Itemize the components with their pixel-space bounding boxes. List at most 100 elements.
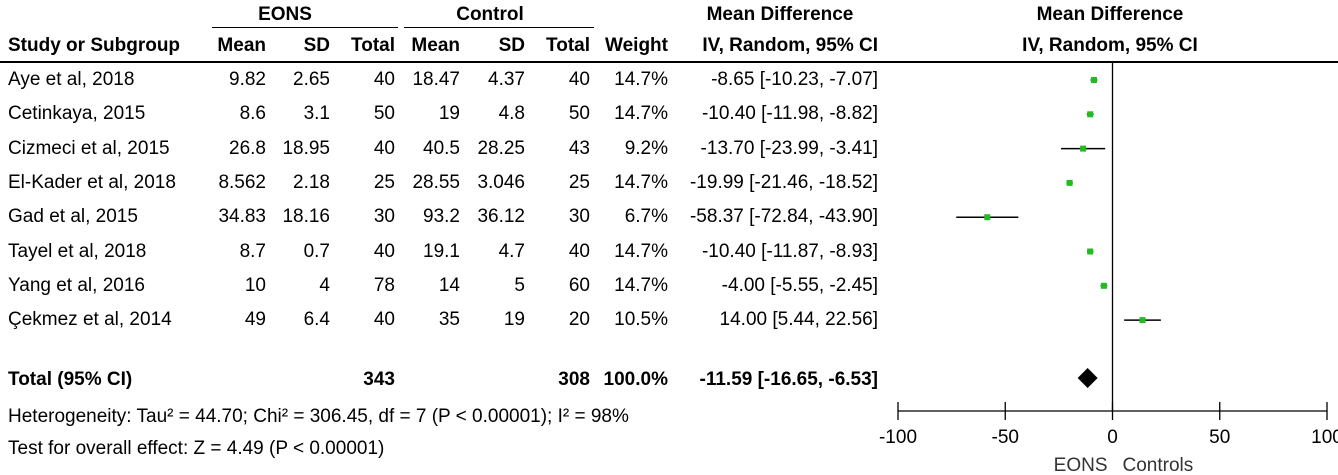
weight-cell: 14.7% [614, 171, 668, 193]
md-plot-header: Mean Difference [1036, 4, 1184, 25]
point-marker [1100, 282, 1107, 289]
mean-c-cell: 18.47 [412, 69, 460, 90]
x-tick-label: -50 [992, 427, 1019, 448]
mean-c-cell: 93.2 [423, 206, 460, 228]
study-name: Tayel et al, 2018 [8, 240, 147, 262]
point-marker [1087, 111, 1094, 118]
group-header-control: Control [456, 4, 524, 25]
total-c-cell: 43 [568, 137, 590, 159]
sd-c-cell: 3.046 [477, 171, 525, 193]
total-e-cell: 40 [373, 137, 395, 159]
header-rule [0, 61, 1338, 63]
group-header-eons: EONS [258, 4, 312, 25]
total-c-cell: 20 [568, 309, 590, 331]
eons-underline [212, 27, 398, 28]
total-c-cell: 40 [568, 69, 590, 90]
point-marker [1080, 145, 1087, 152]
weight-cell: 14.7% [614, 103, 668, 125]
sd-c-cell: 28.25 [477, 137, 525, 159]
favours-right-label: Controls [1123, 455, 1194, 475]
total-e-header: Total [351, 35, 395, 56]
sd-e-cell: 2.65 [293, 69, 330, 90]
control-underline [404, 27, 594, 28]
sd-c-cell: 4.8 [498, 103, 525, 125]
mean-e-header: Mean [217, 35, 266, 56]
mean-c-cell: 19 [438, 103, 460, 125]
total-ci-text: -11.59 [-16.65, -6.53] [699, 369, 879, 390]
total-c-cell: 25 [568, 171, 590, 193]
study-name: Yang et al, 2016 [8, 274, 145, 296]
total-c-value: 308 [558, 369, 590, 390]
weight-cell: 6.7% [624, 206, 668, 228]
mean-e-cell: 8.562 [218, 171, 266, 193]
sd-c-cell: 19 [503, 309, 525, 331]
point-marker [1090, 77, 1097, 83]
point-marker [1087, 248, 1094, 255]
study-name: Cetinkaya, 2015 [8, 103, 146, 125]
sd-e-cell: 6.4 [303, 309, 330, 331]
mean-e-cell: 34.83 [218, 206, 266, 228]
favours-left-label: EONS [1054, 455, 1108, 475]
weight-cell: 14.7% [614, 69, 668, 90]
total-e-cell: 40 [373, 240, 395, 262]
heterogeneity-text: Heterogeneity: Tau² = 44.70; Chi² = 306.… [8, 406, 629, 427]
mean-e-cell: 8.6 [239, 103, 266, 125]
sd-c-cell: 5 [514, 274, 525, 296]
sd-e-cell: 18.16 [282, 206, 330, 228]
mean-c-cell: 35 [438, 309, 460, 331]
total-c-cell: 60 [568, 274, 590, 296]
point-marker [1066, 179, 1073, 186]
total-c-cell: 40 [568, 240, 590, 262]
mean-c-cell: 28.55 [412, 171, 460, 193]
x-tick-label: 0 [1107, 427, 1118, 448]
sd-e-header: SD [303, 35, 330, 56]
x-tick-label: 100 [1311, 427, 1338, 448]
total-e-cell: 25 [373, 171, 395, 193]
point-marker [1139, 317, 1146, 324]
study-column-header: Study or Subgroup [8, 35, 181, 56]
ci-text-cell: -19.99 [-21.46, -18.52] [689, 171, 878, 193]
mean-e-cell: 10 [244, 274, 266, 296]
ci-text-cell: -4.00 [-5.55, -2.45] [721, 274, 878, 296]
point-marker [984, 214, 991, 221]
ci-text-cell: -58.37 [-72.84, -43.90] [689, 206, 878, 228]
total-e-value: 343 [363, 369, 395, 390]
study-name: El-Kader et al, 2018 [8, 171, 176, 193]
weight-cell: 10.5% [614, 309, 668, 331]
total-label: Total (95% CI) [8, 369, 133, 390]
study-name: Çekmez et al, 2014 [8, 309, 172, 331]
ci-text-cell: -13.70 [-23.99, -3.41] [700, 137, 878, 159]
ci-text-cell: -10.40 [-11.87, -8.93] [701, 240, 878, 262]
mean-c-cell: 19.1 [423, 240, 460, 262]
pooled-diamond [1077, 368, 1098, 388]
study-name: Cizmeci et al, 2015 [8, 137, 170, 159]
study-name: Gad et al, 2015 [8, 206, 138, 228]
sd-c-header: SD [498, 35, 525, 56]
ci-text-cell: -10.40 [-11.98, -8.82] [701, 103, 878, 125]
x-tick-label: -100 [879, 427, 917, 448]
sd-e-cell: 4 [319, 274, 330, 296]
total-c-cell: 50 [568, 103, 590, 125]
total-e-cell: 40 [373, 69, 395, 90]
mean-c-cell: 14 [438, 274, 460, 296]
total-e-cell: 40 [373, 309, 395, 331]
method-table-header: IV, Random, 95% CI [702, 35, 878, 56]
ci-text-cell: 14.00 [5.44, 22.56] [719, 309, 878, 331]
weight-cell: 14.7% [614, 274, 668, 296]
sd-c-cell: 4.7 [498, 240, 525, 262]
mean-e-cell: 9.82 [229, 69, 266, 90]
overall-effect-text: Test for overall effect: Z = 4.49 (P < 0… [8, 438, 385, 459]
sd-e-cell: 2.18 [293, 171, 330, 193]
total-e-cell: 30 [373, 206, 395, 228]
weight-cell: 9.2% [624, 137, 668, 159]
sd-c-cell: 4.37 [488, 69, 525, 90]
mean-e-cell: 26.8 [229, 137, 266, 159]
ci-text-cell: -8.65 [-10.23, -7.07] [711, 69, 878, 90]
sd-e-cell: 0.7 [303, 240, 330, 262]
total-weight-value: 100.0% [603, 369, 668, 390]
sd-e-cell: 3.1 [303, 103, 330, 125]
weight-cell: 14.7% [614, 240, 668, 262]
mean-c-cell: 40.5 [423, 137, 460, 159]
total-e-cell: 78 [373, 274, 395, 296]
method-plot-header: IV, Random, 95% CI [1022, 35, 1198, 56]
